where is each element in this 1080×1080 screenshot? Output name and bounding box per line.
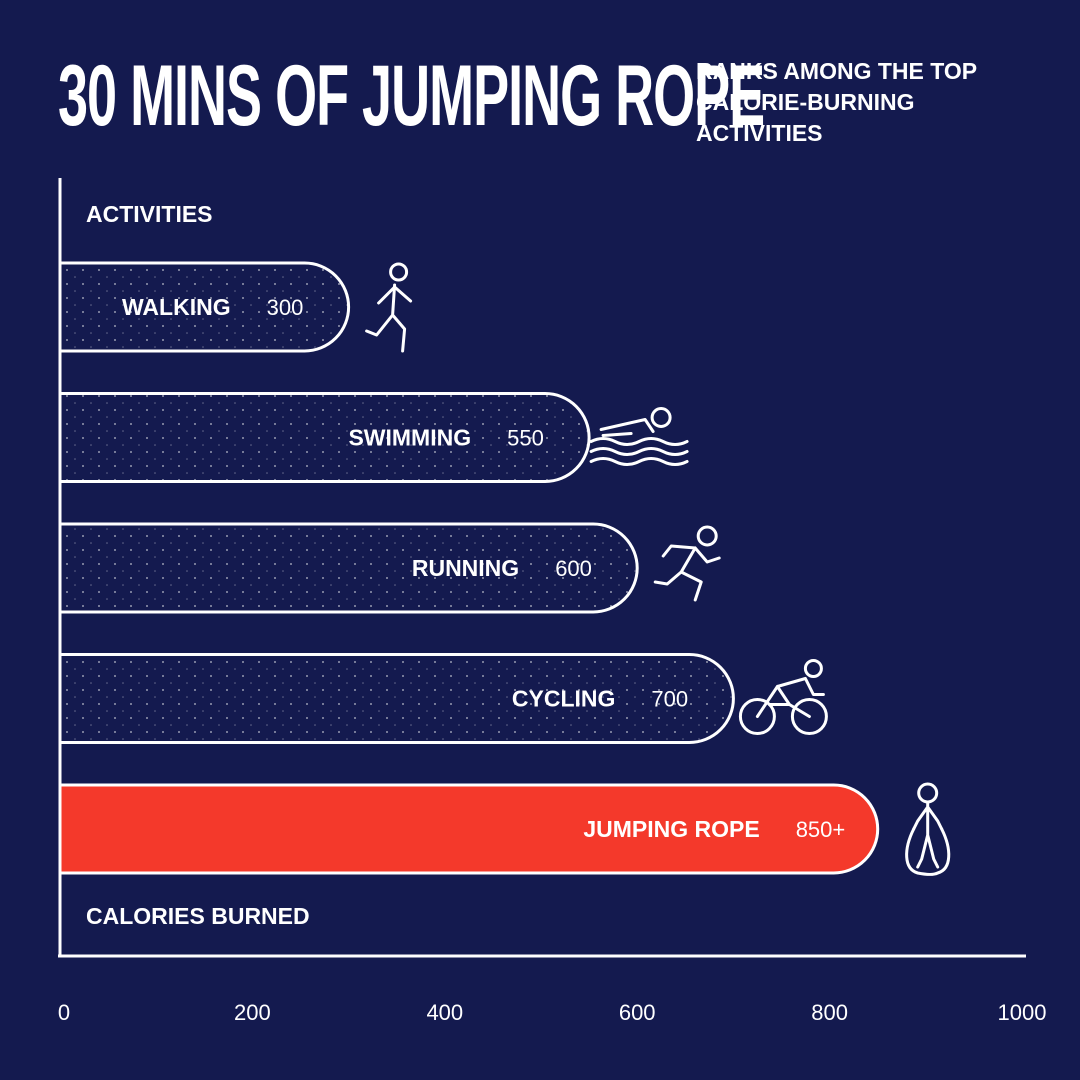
bar-cycling [58,653,735,744]
x-tick-label: 800 [811,1000,848,1025]
bar-walking [58,261,351,353]
page-subtitle: RANKS AMONG THE TOP CALORIE-BURNING ACTI… [696,58,977,146]
bar-jumping-rope [58,783,880,875]
running-icon [653,525,721,602]
page-title: 30 MINS OF JUMPING ROPE [58,48,765,144]
value-label: 850+ [796,817,846,842]
x-tick-labels: 0 200 400 600 800 1000 [58,1000,1047,1025]
category-label: WALKING [122,294,231,320]
cycling-icon [738,659,828,735]
x-tick-label: 600 [619,1000,656,1025]
y-axis-label: ACTIVITIES [86,201,213,227]
value-label: 550 [507,426,544,451]
category-label: SWIMMING [348,425,471,451]
activity-icons [365,262,951,876]
swimming-icon [589,407,689,466]
category-label: CYCLING [512,686,616,712]
x-tick-label: 1000 [998,1000,1047,1025]
header: 30 MINS OF JUMPING ROPE RANKS AMONG THE … [58,48,1038,152]
bar-running [58,522,639,614]
x-axis-label: CALORIES BURNED [86,903,310,929]
value-label: 300 [267,295,304,320]
bars: WALKING 300 SWIMMING 550 RUNNING 600 CYCLING 70… [58,261,880,875]
value-label: 600 [555,556,592,581]
x-tick-label: 0 [58,1000,70,1025]
jumping-rope-icon [905,782,951,876]
bar-swimming [58,392,591,483]
category-label: RUNNING [412,555,519,581]
value-label: 700 [651,687,688,712]
category-label: JUMPING ROPE [583,816,759,842]
x-tick-label: 400 [426,1000,463,1025]
walking-icon [365,262,413,353]
x-tick-label: 200 [234,1000,271,1025]
